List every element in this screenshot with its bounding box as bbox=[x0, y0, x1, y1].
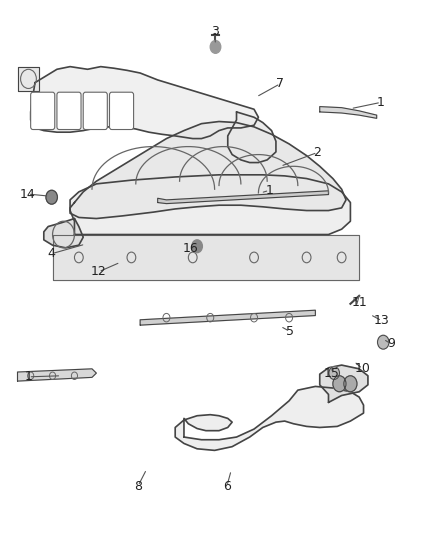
Polygon shape bbox=[70, 122, 346, 219]
Polygon shape bbox=[53, 235, 359, 280]
Text: 1: 1 bbox=[377, 96, 385, 109]
Text: 12: 12 bbox=[91, 265, 106, 278]
Text: 8: 8 bbox=[134, 480, 142, 492]
Polygon shape bbox=[44, 219, 83, 248]
Circle shape bbox=[210, 41, 221, 53]
Circle shape bbox=[344, 376, 357, 392]
Text: 11: 11 bbox=[352, 296, 368, 309]
Polygon shape bbox=[70, 175, 350, 235]
FancyBboxPatch shape bbox=[110, 92, 134, 130]
Polygon shape bbox=[18, 369, 96, 381]
Circle shape bbox=[192, 240, 202, 253]
Text: 13: 13 bbox=[374, 314, 390, 327]
Text: 2: 2 bbox=[314, 146, 321, 159]
Polygon shape bbox=[320, 107, 377, 118]
Text: 14: 14 bbox=[20, 188, 35, 200]
Text: 3: 3 bbox=[211, 26, 219, 38]
Text: 15: 15 bbox=[324, 367, 340, 379]
Polygon shape bbox=[158, 191, 328, 204]
Text: 5: 5 bbox=[286, 325, 294, 338]
Text: 9: 9 bbox=[387, 337, 395, 350]
Text: 6: 6 bbox=[223, 480, 231, 492]
Text: 7: 7 bbox=[276, 77, 284, 90]
Polygon shape bbox=[228, 112, 276, 163]
FancyBboxPatch shape bbox=[83, 92, 107, 130]
FancyBboxPatch shape bbox=[31, 92, 55, 130]
Text: 16: 16 bbox=[183, 242, 198, 255]
Polygon shape bbox=[140, 310, 315, 325]
Text: 1: 1 bbox=[265, 184, 273, 197]
Circle shape bbox=[329, 367, 339, 379]
Text: 4: 4 bbox=[48, 247, 56, 260]
Circle shape bbox=[333, 376, 346, 392]
Polygon shape bbox=[18, 67, 39, 91]
Circle shape bbox=[378, 335, 389, 349]
Text: 10: 10 bbox=[355, 362, 371, 375]
FancyBboxPatch shape bbox=[57, 92, 81, 130]
Polygon shape bbox=[175, 386, 364, 450]
Circle shape bbox=[46, 190, 57, 204]
Polygon shape bbox=[31, 67, 258, 139]
Text: 1: 1 bbox=[25, 370, 32, 383]
Polygon shape bbox=[320, 365, 368, 402]
